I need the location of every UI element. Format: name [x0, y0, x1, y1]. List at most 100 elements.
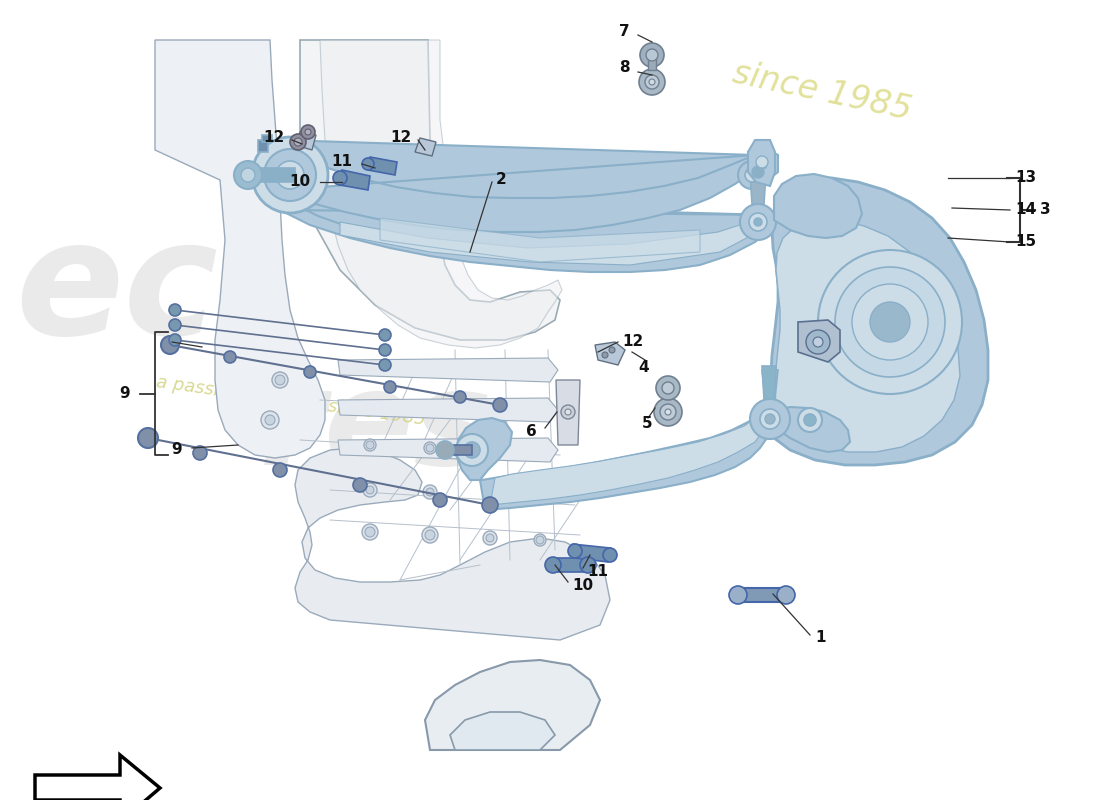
- Circle shape: [363, 483, 377, 497]
- Circle shape: [273, 463, 287, 477]
- Text: 10: 10: [289, 174, 310, 190]
- Circle shape: [656, 376, 680, 400]
- Text: 9: 9: [172, 442, 182, 458]
- Circle shape: [224, 351, 236, 363]
- Polygon shape: [320, 40, 562, 348]
- Circle shape: [660, 404, 676, 420]
- Circle shape: [275, 375, 285, 385]
- Polygon shape: [762, 370, 778, 399]
- Polygon shape: [425, 660, 600, 750]
- Circle shape: [646, 49, 658, 61]
- Circle shape: [482, 497, 498, 513]
- Text: 6: 6: [526, 425, 537, 439]
- Circle shape: [169, 319, 182, 331]
- Circle shape: [456, 434, 488, 466]
- Polygon shape: [446, 445, 472, 455]
- Circle shape: [362, 524, 378, 540]
- Text: 12: 12: [390, 130, 412, 145]
- Text: 2: 2: [496, 173, 507, 187]
- Circle shape: [486, 491, 494, 499]
- Polygon shape: [338, 358, 558, 382]
- Circle shape: [433, 493, 447, 507]
- Circle shape: [752, 154, 772, 174]
- Polygon shape: [415, 138, 436, 156]
- Polygon shape: [572, 544, 610, 562]
- Circle shape: [422, 527, 438, 543]
- Circle shape: [662, 382, 674, 394]
- Circle shape: [835, 267, 945, 377]
- Circle shape: [818, 250, 962, 394]
- Circle shape: [484, 444, 496, 456]
- Polygon shape: [338, 398, 558, 422]
- Polygon shape: [770, 178, 988, 465]
- Circle shape: [169, 334, 182, 346]
- Circle shape: [666, 409, 671, 415]
- Circle shape: [484, 489, 496, 501]
- Circle shape: [754, 218, 762, 226]
- Circle shape: [645, 75, 659, 89]
- Polygon shape: [155, 40, 324, 458]
- Polygon shape: [340, 220, 758, 265]
- Circle shape: [750, 399, 790, 439]
- Circle shape: [436, 441, 454, 459]
- Circle shape: [649, 79, 654, 85]
- Circle shape: [639, 69, 665, 95]
- Circle shape: [760, 409, 780, 429]
- Polygon shape: [595, 342, 625, 365]
- Text: 9: 9: [120, 386, 130, 402]
- Text: 4: 4: [638, 361, 649, 375]
- Circle shape: [362, 158, 374, 170]
- Circle shape: [284, 169, 296, 181]
- Circle shape: [304, 366, 316, 378]
- Circle shape: [366, 441, 374, 449]
- Text: ec: ec: [15, 213, 218, 368]
- Circle shape: [640, 43, 664, 67]
- Polygon shape: [450, 712, 556, 750]
- Polygon shape: [35, 755, 160, 800]
- Circle shape: [486, 446, 494, 454]
- Circle shape: [169, 304, 182, 316]
- Circle shape: [426, 488, 434, 496]
- Polygon shape: [295, 448, 610, 640]
- Polygon shape: [300, 40, 560, 340]
- Polygon shape: [762, 366, 776, 399]
- Polygon shape: [798, 320, 840, 362]
- Text: 14: 14: [1015, 202, 1036, 218]
- Circle shape: [379, 329, 390, 341]
- Circle shape: [379, 344, 390, 356]
- Polygon shape: [262, 135, 272, 142]
- Text: 11: 11: [587, 565, 608, 579]
- Circle shape: [654, 398, 682, 426]
- Circle shape: [603, 548, 617, 562]
- Circle shape: [161, 336, 179, 354]
- Circle shape: [749, 213, 767, 231]
- Circle shape: [752, 166, 764, 178]
- Circle shape: [366, 486, 374, 494]
- Text: 12: 12: [264, 130, 285, 146]
- Circle shape: [852, 284, 928, 360]
- Circle shape: [756, 156, 768, 168]
- Polygon shape: [550, 558, 588, 572]
- Text: 5: 5: [642, 417, 652, 431]
- Circle shape: [565, 409, 571, 415]
- Circle shape: [729, 586, 747, 604]
- Circle shape: [353, 478, 367, 492]
- Circle shape: [425, 530, 435, 540]
- Circle shape: [192, 446, 207, 460]
- Circle shape: [272, 372, 288, 388]
- Circle shape: [252, 137, 328, 213]
- Circle shape: [609, 347, 615, 353]
- Circle shape: [740, 204, 776, 240]
- Circle shape: [745, 168, 759, 182]
- Polygon shape: [248, 168, 295, 182]
- Text: 10: 10: [572, 578, 593, 593]
- Circle shape: [493, 398, 507, 412]
- Polygon shape: [280, 202, 772, 272]
- Circle shape: [365, 527, 375, 537]
- Polygon shape: [368, 157, 397, 175]
- Circle shape: [534, 534, 546, 546]
- Text: 8: 8: [619, 61, 630, 75]
- Circle shape: [333, 171, 346, 185]
- Polygon shape: [772, 407, 850, 452]
- Circle shape: [602, 352, 608, 358]
